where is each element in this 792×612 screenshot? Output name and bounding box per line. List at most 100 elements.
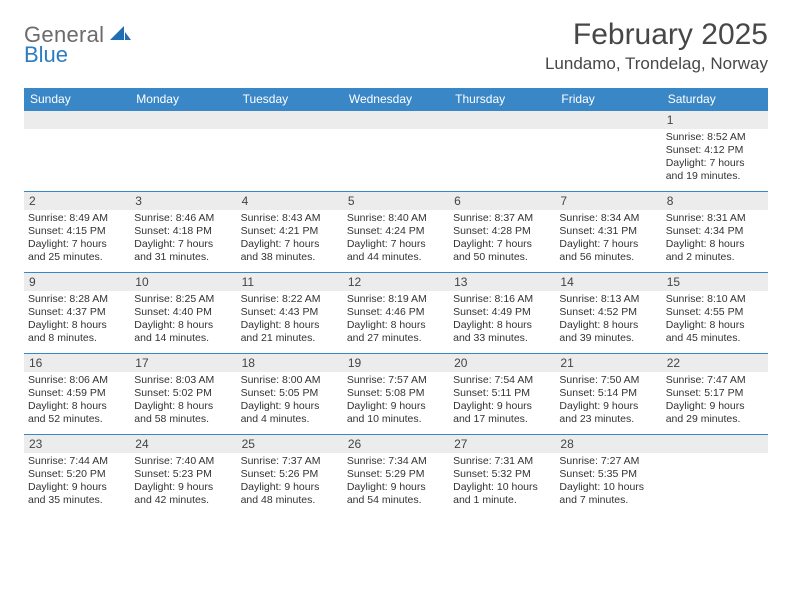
daylight-text: Daylight: 7 hours and 38 minutes. xyxy=(241,238,339,264)
daylight-text: Daylight: 8 hours and 21 minutes. xyxy=(241,319,339,345)
sunrise-text: Sunrise: 7:44 AM xyxy=(28,455,126,468)
day-cell: 23Sunrise: 7:44 AMSunset: 5:20 PMDayligh… xyxy=(24,435,130,515)
sunrise-text: Sunrise: 8:40 AM xyxy=(347,212,445,225)
sunset-text: Sunset: 5:14 PM xyxy=(559,387,657,400)
day-cell: 8Sunrise: 8:31 AMSunset: 4:34 PMDaylight… xyxy=(662,192,768,272)
day-cell xyxy=(24,111,130,191)
sunset-text: Sunset: 5:17 PM xyxy=(666,387,764,400)
day-cell: 2Sunrise: 8:49 AMSunset: 4:15 PMDaylight… xyxy=(24,192,130,272)
sunrise-text: Sunrise: 7:34 AM xyxy=(347,455,445,468)
day-number: 20 xyxy=(449,354,555,372)
day-number: 7 xyxy=(555,192,661,210)
sunrise-text: Sunrise: 8:52 AM xyxy=(666,131,764,144)
day-number xyxy=(24,111,130,129)
day-cell: 14Sunrise: 8:13 AMSunset: 4:52 PMDayligh… xyxy=(555,273,661,353)
day-cell: 11Sunrise: 8:22 AMSunset: 4:43 PMDayligh… xyxy=(237,273,343,353)
sunrise-text: Sunrise: 7:40 AM xyxy=(134,455,232,468)
daylight-text: Daylight: 9 hours and 48 minutes. xyxy=(241,481,339,507)
day-cell: 28Sunrise: 7:27 AMSunset: 5:35 PMDayligh… xyxy=(555,435,661,515)
day-number: 3 xyxy=(130,192,236,210)
daylight-text: Daylight: 8 hours and 14 minutes. xyxy=(134,319,232,345)
day-cell: 3Sunrise: 8:46 AMSunset: 4:18 PMDaylight… xyxy=(130,192,236,272)
day-cell: 25 Sunrise: 7:37 AMSunset: 5:26 PMDayligh… xyxy=(237,435,343,515)
day-cell: 6Sunrise: 8:37 AMSunset: 4:28 PMDaylight… xyxy=(449,192,555,272)
day-cell xyxy=(662,435,768,515)
day-cell: 13Sunrise: 8:16 AMSunset: 4:49 PMDayligh… xyxy=(449,273,555,353)
day-number: 1 xyxy=(662,111,768,129)
sunrise-text: Sunrise: 8:16 AM xyxy=(453,293,551,306)
sunrise-text: Sunrise: 7:31 AM xyxy=(453,455,551,468)
day-number: 15 xyxy=(662,273,768,291)
sunset-text: Sunset: 4:59 PM xyxy=(28,387,126,400)
sunrise-text: Sunrise: 7:37 AM xyxy=(241,455,339,468)
sunset-text: Sunset: 5:32 PM xyxy=(453,468,551,481)
day-number: 12 xyxy=(343,273,449,291)
day-cell xyxy=(449,111,555,191)
sunset-text: Sunset: 4:52 PM xyxy=(559,306,657,319)
daylight-text: Daylight: 9 hours and 54 minutes. xyxy=(347,481,445,507)
daylight-text: Daylight: 10 hours and 7 minutes. xyxy=(559,481,657,507)
daylight-text: Daylight: 7 hours and 50 minutes. xyxy=(453,238,551,264)
sunrise-text: Sunrise: 8:06 AM xyxy=(28,374,126,387)
sunset-text: Sunset: 5:26 PM xyxy=(241,468,339,481)
sunrise-text: Sunrise: 7:57 AM xyxy=(347,374,445,387)
day-number: 28 xyxy=(555,435,661,453)
sunset-text: Sunset: 4:55 PM xyxy=(666,306,764,319)
day-number xyxy=(130,111,236,129)
daylight-text: Daylight: 8 hours and 39 minutes. xyxy=(559,319,657,345)
header: General Blue February 2025 Lundamo, Tron… xyxy=(24,18,768,80)
daylight-text: Daylight: 7 hours and 44 minutes. xyxy=(347,238,445,264)
sunset-text: Sunset: 4:12 PM xyxy=(666,144,764,157)
day-cell xyxy=(130,111,236,191)
sunset-text: Sunset: 4:18 PM xyxy=(134,225,232,238)
day-number: 5 xyxy=(343,192,449,210)
daylight-text: Daylight: 7 hours and 25 minutes. xyxy=(28,238,126,264)
daylight-text: Daylight: 9 hours and 35 minutes. xyxy=(28,481,126,507)
sunrise-text: Sunrise: 8:25 AM xyxy=(134,293,232,306)
sunset-text: Sunset: 4:40 PM xyxy=(134,306,232,319)
day-cell: 20Sunrise: 7:54 AMSunset: 5:11 PMDayligh… xyxy=(449,354,555,434)
day-number: 25 xyxy=(237,435,343,453)
location-text: Lundamo, Trondelag, Norway xyxy=(545,54,768,74)
day-cell xyxy=(343,111,449,191)
sunrise-text: Sunrise: 8:28 AM xyxy=(28,293,126,306)
daylight-text: Daylight: 7 hours and 56 minutes. xyxy=(559,238,657,264)
day-cell: 15Sunrise: 8:10 AMSunset: 4:55 PMDayligh… xyxy=(662,273,768,353)
sunset-text: Sunset: 5:02 PM xyxy=(134,387,232,400)
day-number: 23 xyxy=(24,435,130,453)
daylight-text: Daylight: 8 hours and 2 minutes. xyxy=(666,238,764,264)
day-number xyxy=(662,435,768,453)
sunrise-text: Sunrise: 8:19 AM xyxy=(347,293,445,306)
day-cell: 18Sunrise: 8:00 AMSunset: 5:05 PMDayligh… xyxy=(237,354,343,434)
sunset-text: Sunset: 5:05 PM xyxy=(241,387,339,400)
sunrise-text: Sunrise: 8:22 AM xyxy=(241,293,339,306)
sunset-text: Sunset: 4:46 PM xyxy=(347,306,445,319)
week-row: 16Sunrise: 8:06 AMSunset: 4:59 PMDayligh… xyxy=(24,353,768,434)
sunset-text: Sunset: 4:24 PM xyxy=(347,225,445,238)
weekday-header: Saturday xyxy=(662,88,768,110)
sunrise-text: Sunrise: 8:13 AM xyxy=(559,293,657,306)
sunset-text: Sunset: 5:23 PM xyxy=(134,468,232,481)
day-number: 26 xyxy=(343,435,449,453)
daylight-text: Daylight: 9 hours and 10 minutes. xyxy=(347,400,445,426)
day-number xyxy=(555,111,661,129)
day-cell: 1Sunrise: 8:52 AMSunset: 4:12 PMDaylight… xyxy=(662,111,768,191)
day-cell: 21Sunrise: 7:50 AMSunset: 5:14 PMDayligh… xyxy=(555,354,661,434)
day-cell xyxy=(237,111,343,191)
day-number: 4 xyxy=(237,192,343,210)
day-cell: 7Sunrise: 8:34 AMSunset: 4:31 PMDaylight… xyxy=(555,192,661,272)
weeks-container: 1 Sunrise: 8:52 AMSunset: 4:12 PM Daylight… xyxy=(24,110,768,515)
day-cell: 10Sunrise: 8:25 AMSunset: 4:40 PMDayligh… xyxy=(130,273,236,353)
weekday-header: Tuesday xyxy=(237,88,343,110)
daylight-text: Daylight: 9 hours and 4 minutes. xyxy=(241,400,339,426)
sunrise-text: Sunrise: 8:34 AM xyxy=(559,212,657,225)
page-title: February 2025 xyxy=(545,18,768,52)
day-number: 19 xyxy=(343,354,449,372)
day-cell: 22Sunrise: 7:47 AMSunset: 5:17 PMDayligh… xyxy=(662,354,768,434)
daylight-text: Daylight: 8 hours and 58 minutes. xyxy=(134,400,232,426)
logo-word-blue: Blue xyxy=(24,42,68,67)
logo-text: General Blue xyxy=(24,24,132,66)
day-cell: 19Sunrise: 7:57 AMSunset: 5:08 PMDayligh… xyxy=(343,354,449,434)
day-number: 18 xyxy=(237,354,343,372)
sunrise-text: Sunrise: 8:31 AM xyxy=(666,212,764,225)
